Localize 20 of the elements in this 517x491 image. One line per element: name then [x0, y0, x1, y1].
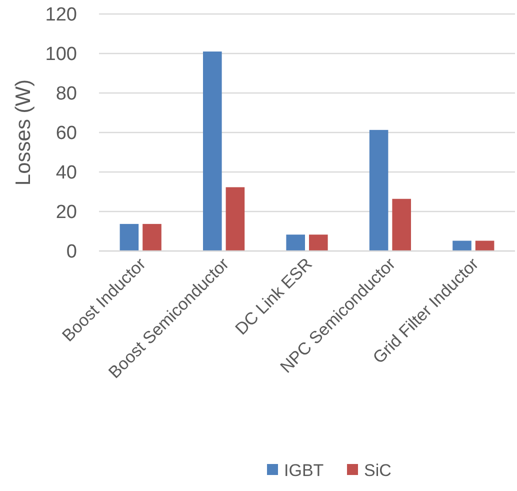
legend-label: IGBT: [284, 460, 324, 480]
bar: [142, 224, 162, 251]
y-tick-label: 100: [45, 44, 77, 66]
bar: [475, 240, 494, 251]
y-tick-label: 0: [66, 242, 77, 263]
y-tick-label: 60: [56, 123, 77, 144]
y-tick-label: 120: [45, 4, 77, 26]
bar: [392, 198, 411, 251]
bar: [120, 224, 139, 251]
y-tick-label: 40: [56, 162, 77, 184]
bar: [452, 240, 472, 251]
bar: [369, 130, 388, 251]
y-tick-label: 20: [56, 202, 77, 224]
legend-label: SiC: [364, 460, 392, 480]
bar: [309, 234, 328, 251]
bar: [226, 187, 245, 251]
bar: [286, 234, 305, 251]
y-axis-title: Losses (W): [12, 79, 35, 186]
y-tick-label: 80: [56, 84, 77, 105]
bar: [203, 52, 222, 251]
